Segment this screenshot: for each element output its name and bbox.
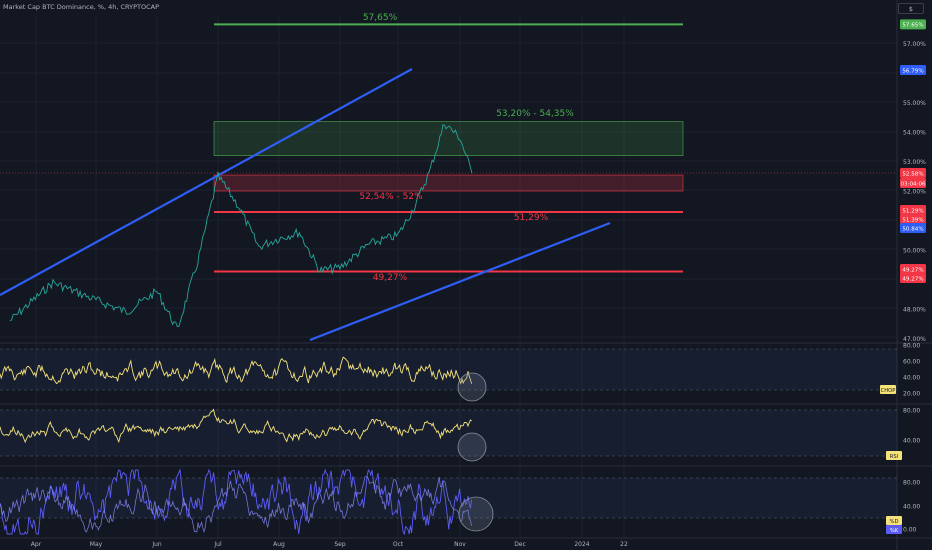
stoch-k-badge: %K [890, 528, 899, 534]
stoch-highlight-circle [458, 496, 494, 532]
axis-badge-51-39: 51.39% [902, 217, 923, 223]
axis-badge-49-27b-bg [900, 273, 926, 283]
axis-badge-trend-upper: 56.79% [902, 68, 923, 74]
price-axis-tick: 52.00% [903, 189, 926, 196]
label-support-49-27: 49,27% [373, 273, 408, 283]
price-series-line [9, 124, 473, 327]
upper-trend-line [0, 68, 413, 296]
label-target-57-65: 57,65% [363, 13, 398, 23]
price-axis-tick: 53.00% [903, 159, 926, 166]
stoch-k-axis-tick: 40.00 [903, 504, 920, 511]
stoch-d-badge-bg [886, 516, 902, 525]
time-axis-tick: Nov [454, 541, 466, 548]
time-axis-tick: 2024 [574, 541, 589, 548]
axis-badge-target: 57.65% [902, 23, 923, 29]
lower-support-zone [213, 174, 684, 192]
chop-axis-tick: 20.00 [903, 391, 920, 398]
price-axis-tick: 50.00% [903, 248, 926, 255]
chop-line [0, 356, 473, 385]
axis-badge-current-price-bg [900, 168, 926, 178]
chop-axis-tick: 60.00 [903, 359, 920, 366]
rsi-highlight-circle [457, 432, 487, 462]
time-axis-tick: Apr [31, 541, 42, 548]
axis-badge-51-39-bg [900, 214, 926, 224]
rsi-badge: RSI [890, 454, 899, 460]
price-scale-currency-button[interactable]: $ [898, 3, 924, 14]
axis-badge-trend-lower: 50.84% [902, 226, 923, 232]
axis-badge-countdown: 03:04:06 [900, 181, 926, 187]
stoch-k-badge-bg [886, 525, 902, 534]
chart-title: Market Cap BTC Dominance, %, 4h, CRYPTOC… [3, 3, 160, 11]
price-axis-tick: 47.00% [903, 336, 926, 343]
time-axis-tick: May [90, 541, 103, 548]
time-axis-tick: 22 [620, 541, 628, 548]
label-support-51-29: 51,29% [514, 213, 549, 223]
stoch-d-line [0, 476, 472, 534]
price-axis-tick: 55.00% [903, 100, 926, 107]
axis-badge-current-price: 52.58% [902, 171, 923, 177]
price-axis-tick: 57.00% [903, 41, 926, 48]
axis-badge-target-bg [900, 19, 926, 30]
label-upper-zone: 53,20% - 54,35% [496, 109, 574, 119]
chop-badge: CHOP [881, 388, 896, 394]
rsi-line [0, 408, 472, 444]
chop-axis-tick: 40.00 [903, 375, 920, 382]
time-axis-tick: Jun [151, 541, 162, 548]
rsi-band [0, 410, 897, 456]
rsi-axis-tick: 80.00 [903, 408, 920, 415]
axis-badge-support-49-27: 49.27% [902, 267, 923, 273]
time-axis-tick: Oct [393, 541, 404, 548]
axis-badge-support-51-29: 51.29% [902, 208, 923, 214]
rsi-axis-tick: 40.00 [903, 438, 920, 445]
stoch-k-axis-tick: 0.00 [903, 527, 917, 534]
rsi-badge-bg [886, 451, 902, 460]
time-axis-tick: Jul [213, 541, 222, 548]
time-axis-tick: Aug [273, 541, 285, 548]
axis-badge-49-27b: 49.27% [902, 276, 923, 282]
chop-axis-tick: 80.00 [903, 343, 920, 350]
stoch-k-line [0, 468, 473, 536]
axis-badge-support-49-27-bg [900, 264, 926, 274]
lower-trend-line [309, 221, 611, 342]
chop-badge-bg [880, 385, 896, 394]
chop-band [0, 349, 897, 390]
time-axis-tick: Dec [514, 541, 526, 548]
upper-target-zone [213, 121, 684, 156]
stoch-d-badge: %D [890, 519, 899, 525]
price-axis-tick: 54.00% [903, 130, 926, 137]
axis-badge-support-51-29-bg [900, 205, 926, 215]
stoch-k-axis-tick: 80.00 [903, 480, 920, 487]
axis-badge-trend-lower-bg [900, 223, 926, 233]
axis-badge-trend-upper-bg [900, 65, 926, 75]
chop-highlight-circle [457, 372, 487, 402]
label-lower-zone: 52,54% - 52% [359, 192, 423, 202]
time-axis-tick: Sep [334, 541, 346, 548]
price-axis-tick: 48.00% [903, 307, 926, 314]
axis-badge-countdown-bg [900, 178, 926, 188]
